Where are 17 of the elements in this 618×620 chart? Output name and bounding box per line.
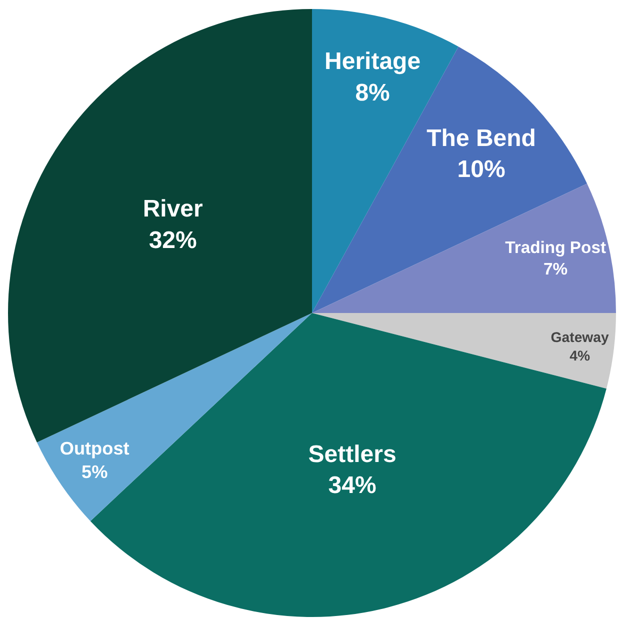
pie-slice: [312, 313, 616, 389]
data-label: 4%: [570, 347, 590, 364]
slice-label: Outpost: [60, 438, 130, 459]
data-label: 10%: [457, 156, 506, 184]
slice-label: Gateway: [550, 329, 609, 346]
pie-slice: [312, 184, 616, 313]
slice-label: The Bend: [426, 124, 536, 152]
data-label: 8%: [355, 79, 390, 106]
pie-slice: [8, 9, 312, 442]
data-label: 7%: [543, 260, 568, 279]
data-label: 34%: [328, 472, 376, 500]
slice-label: Trading Post: [505, 238, 606, 257]
data-label: 5%: [81, 462, 108, 482]
data-label: 32%: [148, 226, 197, 254]
slice-label: Settlers: [308, 440, 396, 468]
slice-label: Heritage: [324, 48, 421, 76]
slice-label: River: [142, 196, 203, 223]
